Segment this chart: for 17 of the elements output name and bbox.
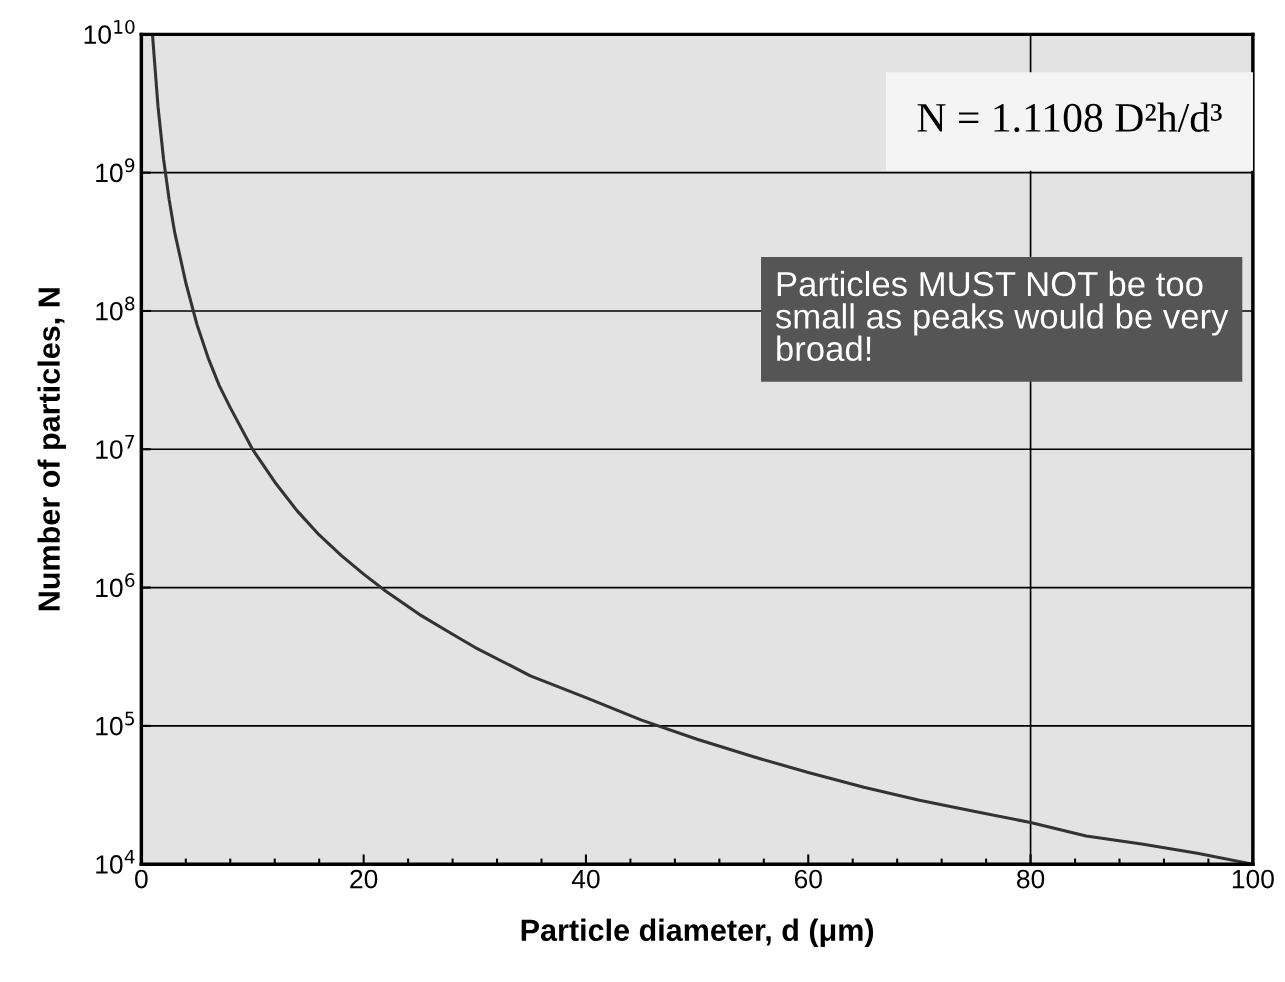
y-tick-label: 10$^{10}$ [84, 19, 135, 44]
x-tick-label: 60 [794, 869, 822, 889]
y-axis-title: Number of particles, N [37, 288, 66, 611]
y-tick-label: 10$^{8}$ [96, 296, 135, 321]
y-tick-label: 10$^{7}$ [96, 435, 135, 459]
y-tick-label: 10$^{5}$ [96, 711, 135, 736]
x-tick-label: 80 [1017, 869, 1045, 889]
x-tick-label: 20 [350, 869, 378, 889]
annotation: N = 1.1108 D²h/d³ [917, 102, 1222, 133]
x-tick-label: 100 [1232, 869, 1274, 889]
x-axis-title: Particle diameter, d (μm) [521, 918, 874, 948]
x-tick-label: 0 [135, 869, 148, 889]
y-tick-label: 10$^{4}$ [96, 849, 135, 874]
annotation: Particles MUST NOT be too small as peaks would be very broad! [775, 270, 1229, 362]
x-tick-label: 40 [571, 869, 600, 889]
y-tick-label: 10$^{9}$ [96, 158, 135, 183]
y-tick-label: 10$^{6}$ [96, 573, 135, 598]
